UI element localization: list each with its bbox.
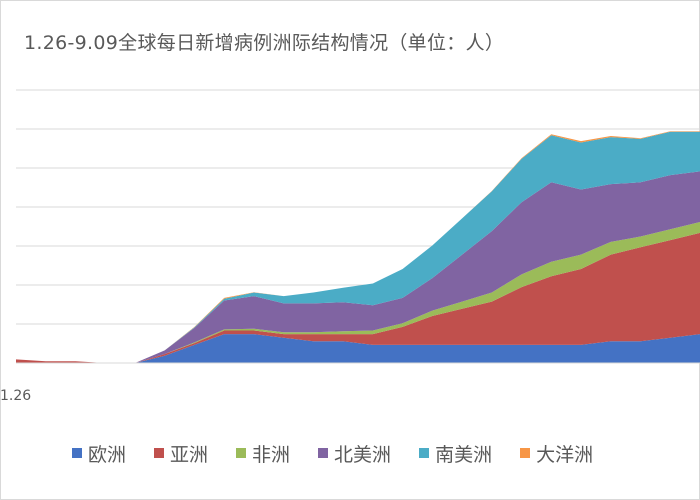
legend-swatch bbox=[419, 448, 430, 458]
area-layers bbox=[16, 131, 700, 363]
legend-item-2: 非洲 bbox=[236, 440, 290, 467]
legend-item-0: 欧洲 bbox=[72, 440, 126, 467]
legend-item-1: 亚洲 bbox=[154, 440, 208, 467]
legend-label: 非洲 bbox=[252, 443, 291, 466]
legend: 欧洲 亚洲 非洲 北美洲 南美洲 大洋洲 bbox=[72, 440, 621, 466]
legend-label: 亚洲 bbox=[170, 443, 209, 466]
x-tick-label: 1.26 bbox=[0, 388, 31, 404]
area-series-1 bbox=[16, 232, 700, 363]
legend-swatch bbox=[72, 448, 82, 458]
legend-item-5: 大洋洲 bbox=[520, 440, 593, 467]
legend-label: 南美洲 bbox=[435, 443, 493, 466]
area-series-4 bbox=[16, 131, 700, 363]
area-series-0 bbox=[16, 334, 700, 363]
x-axis: 1.26 bbox=[0, 362, 700, 404]
legend-swatch bbox=[318, 448, 329, 458]
legend-swatch bbox=[236, 448, 247, 458]
legend-label: 大洋洲 bbox=[536, 443, 594, 466]
area-series-3 bbox=[16, 171, 700, 363]
legend-swatch bbox=[520, 448, 531, 458]
legend-item-4: 南美洲 bbox=[419, 440, 492, 467]
chart-title: 1.26-9.09全球每日新增病例洲际结构情况（单位：人） bbox=[24, 32, 505, 54]
legend-label: 欧洲 bbox=[88, 443, 127, 466]
legend-label: 北美洲 bbox=[334, 443, 392, 466]
legend-item-3: 北美洲 bbox=[318, 440, 391, 467]
legend-swatch bbox=[154, 448, 165, 458]
